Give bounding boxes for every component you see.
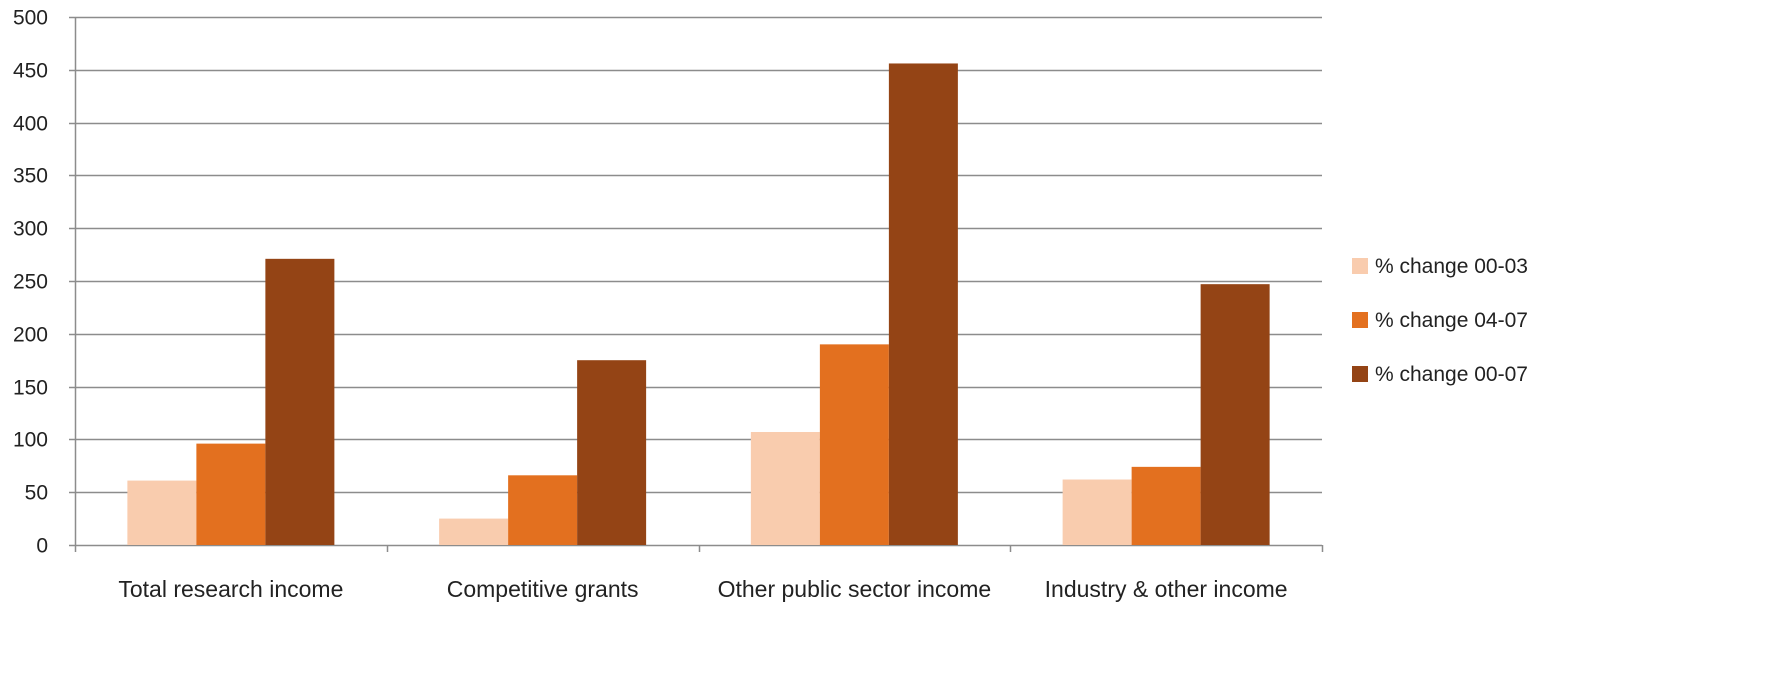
legend-swatch: [1352, 366, 1368, 382]
y-tick-label: 450: [13, 60, 48, 83]
bar: [888, 63, 958, 546]
legend-swatch: [1352, 312, 1368, 328]
bar: [1131, 466, 1201, 545]
y-tick-label: 100: [13, 429, 48, 452]
bar: [196, 443, 266, 545]
x-category-label: Industry & other income: [1045, 576, 1288, 602]
bar: [508, 475, 578, 545]
y-tick-labels: 0 50 100 150 200 250 300 350 400 450 500: [13, 7, 48, 558]
legend: % change 00-03 % change 04-07 % change 00-…: [1352, 255, 1528, 386]
bar: [265, 258, 335, 545]
x-category-label: Total research income: [118, 576, 343, 602]
bar: [577, 360, 647, 545]
legend-swatch: [1352, 258, 1368, 274]
legend-label: % change 04-07: [1375, 309, 1528, 332]
bar: [1062, 479, 1132, 545]
y-tick-label: 200: [13, 324, 48, 347]
y-tick-label: 400: [13, 113, 48, 136]
legend-label: % change 00-03: [1375, 255, 1528, 278]
bars: [127, 63, 1270, 546]
bar: [127, 480, 197, 545]
bar: [439, 518, 509, 545]
legend-label: % change 00-07: [1375, 363, 1528, 386]
bar: [750, 432, 820, 545]
y-tick-label: 350: [13, 165, 48, 188]
bar: [1200, 284, 1270, 545]
bar: [819, 344, 889, 545]
y-tick-label: 150: [13, 377, 48, 400]
y-tick-label: 300: [13, 218, 48, 241]
y-tick-label: 50: [25, 482, 48, 505]
x-category-labels: Total research income Competitive grants O…: [118, 576, 1287, 602]
y-tick-label: 0: [36, 535, 48, 558]
y-tick-label: 250: [13, 271, 48, 294]
axes: [74, 17, 1324, 552]
y-tick-label: 500: [13, 7, 48, 30]
x-category-label: Other public sector income: [718, 576, 992, 602]
x-category-label: Competitive grants: [447, 576, 639, 602]
